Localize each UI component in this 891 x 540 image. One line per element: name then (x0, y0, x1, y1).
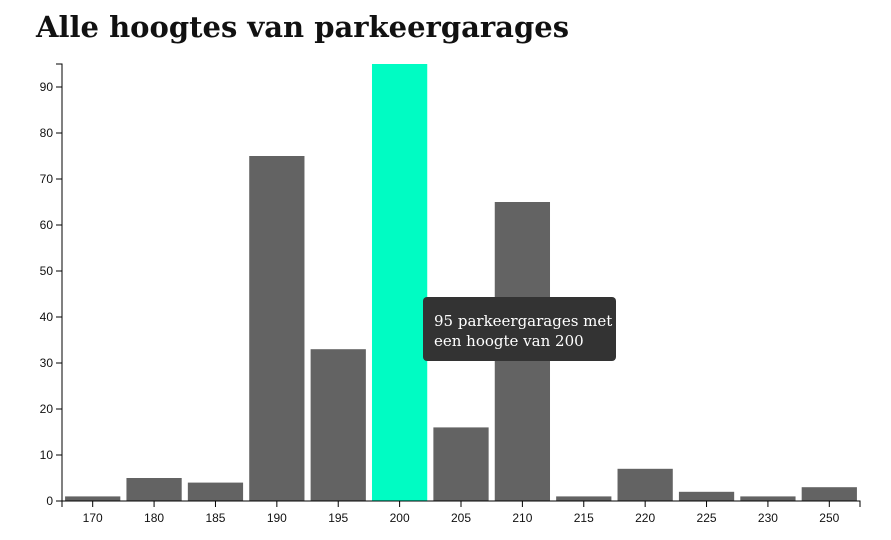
chart-title: Alle hoogtes van parkeergarages (36, 10, 570, 44)
x-tick-label-230: 230 (758, 511, 778, 525)
y-tick-label-60: 60 (40, 218, 54, 232)
bar-205[interactable] (433, 427, 489, 501)
bar-195[interactable] (310, 349, 366, 501)
bars-group (65, 64, 857, 501)
bar-190[interactable] (249, 156, 305, 501)
y-tick-label-10: 10 (40, 448, 54, 462)
x-tick-label-190: 190 (267, 511, 287, 525)
y-tick-label-70: 70 (40, 172, 54, 186)
bar-225[interactable] (678, 491, 735, 501)
bar-180[interactable] (126, 478, 182, 501)
y-tick-label-90: 90 (40, 80, 54, 94)
y-axis: 0 10 20 30 40 50 60 70 80 90 (40, 63, 63, 508)
bar-230[interactable] (740, 496, 796, 501)
tooltip-line-1: 95 parkeergarages met (434, 312, 613, 330)
x-tick-label-200: 200 (390, 511, 410, 525)
y-tick-label-40: 40 (40, 310, 54, 324)
y-tick-label-50: 50 (40, 264, 54, 278)
bar-185[interactable] (187, 482, 244, 501)
x-tick-label-250: 250 (819, 511, 839, 525)
x-tick-label-210: 210 (512, 511, 532, 525)
x-tick-label-225: 225 (697, 511, 717, 525)
bar-170[interactable] (65, 496, 121, 501)
bar-215[interactable] (556, 496, 612, 501)
y-tick-label-20: 20 (40, 402, 54, 416)
x-tick-label-215: 215 (574, 511, 594, 525)
y-tick-label-0: 0 (46, 494, 53, 508)
y-tick-label-30: 30 (40, 356, 54, 370)
x-tick-label-205: 205 (451, 511, 471, 525)
bar-200[interactable] (371, 64, 428, 501)
x-tick-label-185: 185 (205, 511, 225, 525)
y-tick-label-80: 80 (40, 126, 54, 140)
x-tick-label-180: 180 (144, 511, 164, 525)
bar-250[interactable] (801, 487, 857, 501)
x-tick-label-220: 220 (635, 511, 655, 525)
y-axis-line (56, 63, 63, 502)
bar-tooltip: 95 parkeergarages met een hoogte van 200 (423, 297, 616, 361)
bar-220[interactable] (617, 468, 673, 501)
x-tick-label-195: 195 (328, 511, 348, 525)
x-tick-label-170: 170 (83, 511, 103, 525)
x-axis: 170 180 185 190 195 200 205 210 215 220 225 230 250 (61, 500, 861, 525)
tooltip-line-2: een hoogte van 200 (434, 332, 584, 350)
